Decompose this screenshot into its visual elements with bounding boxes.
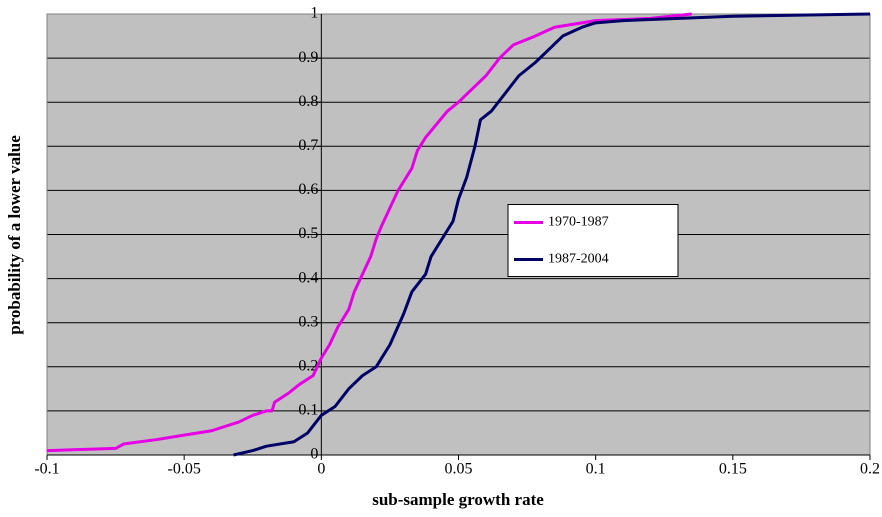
legend-box: [507, 204, 679, 277]
y-tick-label: 0: [310, 446, 318, 463]
y-axis-label: probability of a lower value: [5, 135, 24, 335]
x-tick-label: 0.15: [719, 461, 747, 478]
x-tick-label: -0.05: [168, 461, 201, 478]
y-tick-label: 0.8: [298, 93, 318, 110]
y-tick-label: 0.5: [298, 225, 318, 242]
y-tick-label: 1: [310, 5, 318, 22]
x-tick-label: -0.1: [34, 461, 59, 478]
y-tick-label: 0.2: [298, 357, 318, 374]
legend: 1970-1987 1987-2004: [507, 204, 679, 277]
legend-label: 1987-2004: [548, 252, 609, 267]
x-tick-label: 0.2: [860, 461, 880, 478]
x-tick-label: 0: [317, 461, 325, 478]
x-tick-label: 0.05: [445, 461, 473, 478]
y-tick-label: 0.7: [298, 137, 318, 154]
y-tick-label: 0.6: [298, 181, 318, 198]
y-tick-label: 0.9: [298, 49, 318, 66]
y-tick-label: 0.3: [298, 313, 318, 330]
y-tick-label: 0.4: [298, 269, 318, 286]
y-tick-label: 0.1: [298, 402, 318, 419]
legend-label: 1970-1987: [548, 215, 609, 230]
data-line: [233, 12, 871, 457]
data-line: [46, 12, 692, 453]
x-axis-label: sub-sample growth rate: [372, 490, 544, 509]
x-tick-label: 0.1: [586, 461, 606, 478]
